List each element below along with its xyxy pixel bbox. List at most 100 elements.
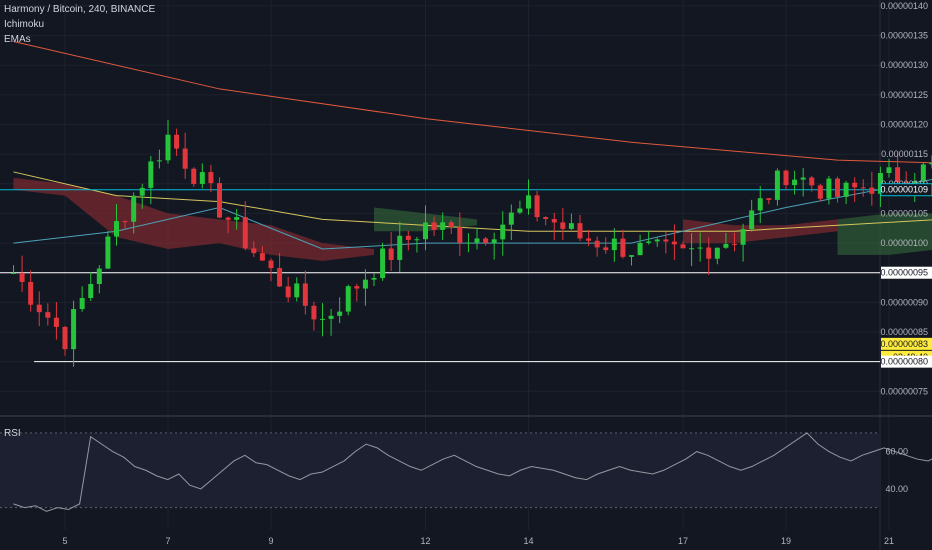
candle-54: [474, 238, 480, 243]
candle-82: [714, 247, 720, 259]
candle-46: [405, 235, 411, 240]
candle-21: [191, 168, 197, 184]
y-tick-label-5: 0.00000115: [881, 149, 928, 159]
candle-85: [740, 229, 746, 245]
candle-42: [371, 278, 377, 280]
price-badge-4: 0.00000080: [880, 357, 928, 367]
price-badge-bg-1: [881, 266, 932, 279]
candle-56: [491, 239, 497, 244]
price-badges: 0.000001090.000000950.0000008303:49:400.…: [880, 183, 932, 368]
candle-83: [723, 243, 729, 248]
candle-19: [174, 134, 180, 149]
candle-44: [388, 248, 394, 260]
x-tick-label-3: 12: [420, 536, 430, 546]
indicator-ichimoku[interactable]: Ichimoku: [4, 19, 45, 30]
candle-20: [182, 148, 188, 169]
candle-3: [36, 304, 42, 313]
candle-31: [277, 268, 283, 287]
candle-4: [45, 312, 51, 318]
candle-70: [611, 238, 617, 251]
y-tick-label-10: 0.00000090: [880, 297, 928, 307]
candle-43: [380, 248, 386, 279]
candle-32: [285, 286, 291, 298]
ema-short-line: [13, 178, 932, 250]
candle-53: [465, 242, 471, 244]
candle-6: [62, 326, 68, 350]
candle-86: [749, 210, 755, 230]
candle-48: [423, 222, 428, 240]
candle-27: [242, 217, 248, 249]
candle-72: [629, 255, 634, 257]
y-tick-label-2: 0.00000130: [880, 60, 928, 70]
candle-67: [586, 238, 592, 241]
x-tick-label-5: 17: [678, 536, 688, 546]
price-badge-bg-4: [881, 355, 932, 368]
candle-5: [53, 317, 59, 327]
candle-74: [646, 241, 652, 243]
candle-52: [457, 227, 463, 243]
rsi-tick-label-0: 60.00: [885, 447, 908, 457]
candle-59: [517, 208, 523, 213]
candle-50: [440, 222, 446, 230]
x-tick-label-0: 5: [62, 536, 67, 546]
y-tick-label-0: 0.00000140: [880, 1, 928, 11]
symbol-title[interactable]: Harmony / Bitcoin, 240, BINANCE: [4, 4, 156, 15]
x-tick-label-2: 9: [268, 536, 273, 546]
price-badge-bg-2: [881, 337, 932, 350]
candle-18: [165, 134, 171, 161]
candle-92: [800, 177, 806, 180]
candle-9: [88, 283, 94, 298]
candle-25: [225, 217, 231, 220]
x-tick-label-7: 21: [884, 536, 894, 546]
horizontal-lines: [0, 189, 880, 363]
chart-legend: Harmony / Bitcoin, 240, BINANCE Ichimoku…: [4, 2, 155, 47]
candle-69: [603, 247, 609, 251]
candle-62: [543, 217, 549, 220]
indicator-emas[interactable]: EMAs: [4, 34, 31, 45]
candle-58: [508, 212, 514, 225]
candle-76: [663, 239, 669, 242]
rsi-pane: [0, 432, 932, 512]
candle-35: [311, 305, 317, 320]
cloud-red-2: [683, 219, 838, 244]
candle-57: [500, 224, 506, 240]
candle-24: [217, 183, 222, 218]
candle-36: [320, 318, 325, 320]
candle-66: [577, 223, 583, 239]
y-tick-label-1: 0.00000135: [880, 31, 928, 41]
candle-1: [19, 272, 25, 282]
x-tick-label-6: 19: [781, 536, 791, 546]
candle-40: [354, 286, 360, 289]
candle-84: [732, 243, 737, 245]
candle-73: [637, 242, 643, 256]
candle-88: [766, 198, 772, 200]
candle-95: [826, 178, 832, 199]
candle-60: [526, 195, 531, 209]
candle-80: [697, 247, 703, 249]
candle-23: [208, 172, 214, 184]
y-tick-label-4: 0.00000120: [880, 120, 928, 130]
candle-28: [251, 248, 257, 254]
candle-22: [199, 172, 205, 184]
cloud-green-2: [837, 213, 932, 255]
candle-65: [568, 223, 574, 229]
candle-26: [234, 217, 240, 220]
candle-71: [620, 238, 626, 257]
rsi-tick-label-1: 40.00: [885, 484, 908, 494]
candle-103: [895, 167, 901, 183]
candle-61: [534, 195, 540, 218]
candle-63: [551, 219, 557, 223]
candle-17: [156, 160, 162, 162]
candle-89: [774, 170, 780, 200]
candle-96: [835, 178, 840, 197]
candle-75: [654, 239, 660, 242]
candle-33: [294, 283, 300, 298]
candle-51: [448, 222, 454, 228]
candle-8: [79, 297, 85, 310]
candle-107: [929, 162, 932, 165]
rsi-label[interactable]: RSI: [4, 428, 21, 439]
candle-98: [852, 182, 858, 188]
candle-64: [560, 222, 566, 229]
candle-13: [122, 221, 128, 223]
